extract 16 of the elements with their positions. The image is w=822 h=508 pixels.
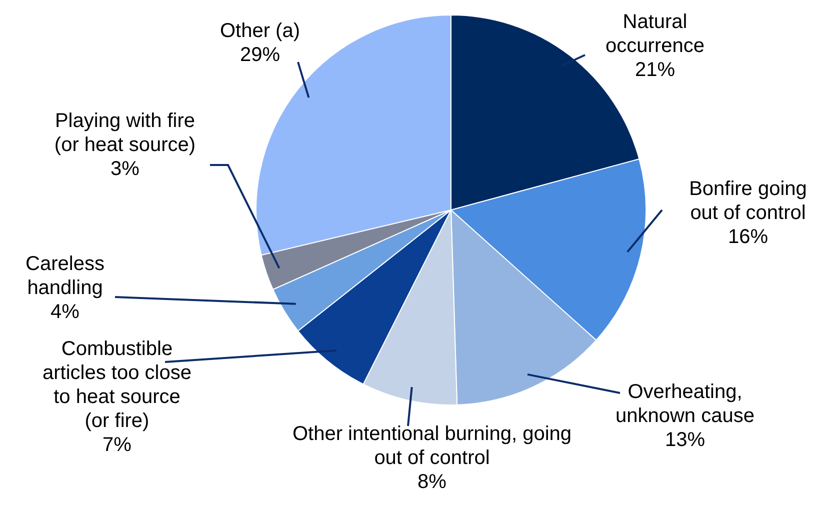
slice-label: Other intentional burning, going out of control (292, 423, 572, 469)
data-label: 16% (728, 226, 768, 248)
data-label: 4% (50, 301, 80, 323)
slice-label: Natural occurrence (606, 11, 704, 57)
data-label: 13% (664, 429, 706, 451)
data-label: 8% (418, 471, 447, 493)
data-label: 29% (240, 44, 280, 66)
slice-label: Combustible articles too close to heat source (or fire) (42, 338, 192, 432)
data-label: 3% (110, 158, 140, 180)
slice-label: Other (a) (220, 20, 300, 42)
slice-label: Overheating, unknown cause (616, 381, 754, 427)
slice-label: Playing with fire (or heat source) (54, 110, 196, 156)
slice-label: Careless handling (26, 253, 104, 299)
slice-label: Bonfire going out of control (689, 178, 807, 224)
data-label: 7% (102, 434, 132, 456)
data-label: 21% (634, 59, 676, 81)
